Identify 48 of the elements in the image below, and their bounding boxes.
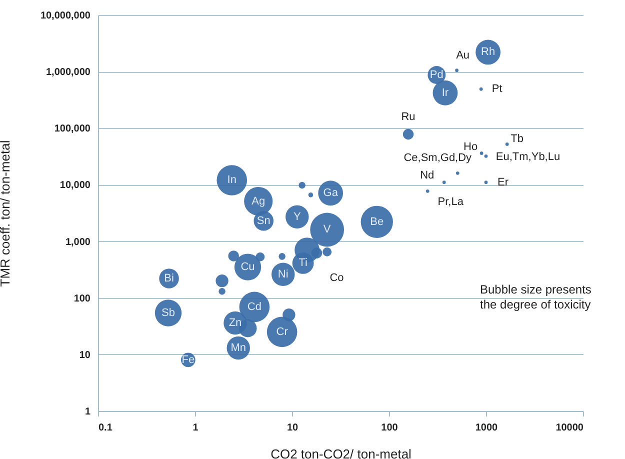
x-tick-label: 1: [192, 422, 199, 434]
annotation: Ho: [464, 141, 478, 154]
annotation: Sn: [256, 214, 270, 227]
annotation: In: [227, 174, 236, 186]
annotation: Eu,Tm,Yb,Lu: [496, 151, 560, 164]
y-tick-label: 100: [74, 293, 91, 304]
annotation: Fe: [182, 354, 195, 366]
x-tick-label: 10: [286, 422, 298, 434]
x-tick-label: 100: [381, 422, 398, 434]
x-tick-label: 10000: [556, 422, 584, 434]
y-tick-label: 100,000: [54, 124, 91, 135]
annotation: Mn: [230, 342, 246, 354]
annotation: Ir: [442, 86, 449, 99]
annotation: Cu: [240, 261, 255, 274]
x-tick-label: 0.1: [98, 422, 113, 434]
annotation: Au: [456, 49, 470, 62]
annotation: Ga: [323, 187, 339, 200]
annotation: Er: [498, 176, 509, 188]
y-tick-label: 10,000: [60, 180, 91, 192]
annotation: Ru: [401, 111, 416, 124]
annotation: Rh: [481, 46, 496, 58]
annotation: Y: [293, 210, 302, 223]
annotation: Cr: [276, 326, 288, 338]
y-tick-label: 1,000: [65, 236, 91, 248]
y-tick-label: 1,000,000: [46, 67, 91, 78]
annotation: Ag: [252, 195, 266, 208]
y-tick-label: 10,000,000: [40, 10, 91, 22]
annotation: Pd: [430, 68, 444, 81]
y-tick-label: 1: [84, 406, 91, 418]
annotation: Bubble size presents the degree of toxicity: [480, 282, 592, 312]
annotation: Bi: [164, 272, 174, 284]
annotation: Co: [330, 272, 344, 284]
annotation: Cd: [247, 300, 262, 313]
annotation: Tb: [510, 133, 524, 146]
annotation: Be: [370, 216, 384, 228]
annotation: Ti: [298, 257, 308, 270]
annotation: Pt: [492, 83, 502, 96]
annotation: Nd: [420, 169, 434, 182]
annotation: Ce,Sm,Gd,Dy: [404, 152, 472, 164]
x-tick-label: 1000: [475, 422, 498, 434]
annotation: Sb: [162, 306, 175, 319]
annotation: Zn: [228, 316, 242, 329]
annotation: V: [323, 224, 332, 236]
annotation: Pr,La: [438, 196, 464, 208]
y-tick-label: 10: [79, 350, 91, 361]
x-axis-title: CO2 ton-CO2/ ton-metal: [270, 446, 412, 459]
y-axis-title: TMR coeff. ton/ ton-metal: [0, 140, 12, 287]
annotation: Ni: [278, 268, 288, 280]
